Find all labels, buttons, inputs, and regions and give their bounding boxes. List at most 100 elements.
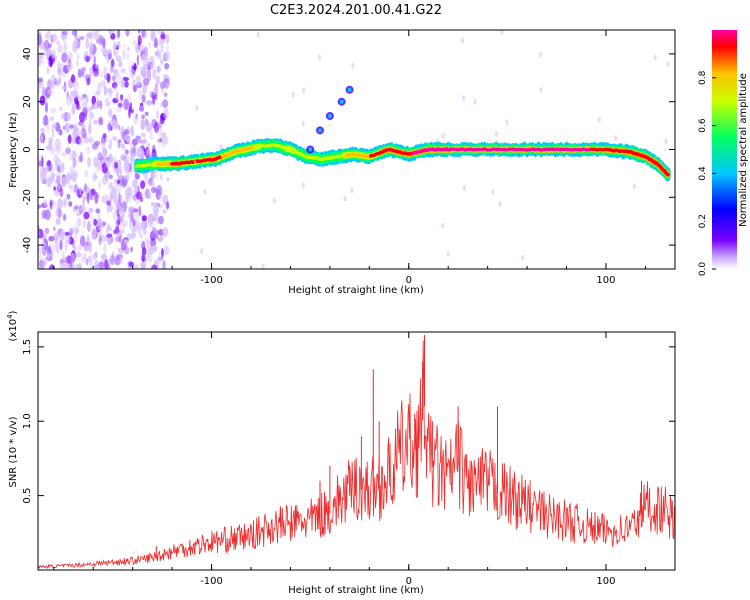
noise-blob [55, 218, 61, 226]
noise-blob [106, 171, 109, 181]
noise-blob [163, 245, 170, 256]
noise-blob [86, 77, 91, 86]
noise-blob [66, 61, 73, 72]
noise-blob [86, 195, 90, 201]
noise-blob [65, 236, 71, 245]
noise-blob [85, 95, 89, 104]
noise-blob [103, 242, 107, 255]
noise-blob [78, 243, 83, 250]
noise-blob [66, 193, 71, 200]
noise-blob [136, 146, 143, 158]
noise-blob [126, 52, 130, 60]
noise-blob [195, 105, 199, 112]
noise-blob [113, 68, 119, 78]
noise-blob [129, 141, 132, 150]
ridge-branch [328, 114, 332, 118]
noise-blob [38, 247, 43, 254]
noise-blob [90, 214, 95, 226]
ridge-point [505, 148, 510, 152]
noise-blob [43, 199, 48, 207]
noise-blob [54, 138, 61, 149]
noise-blob [151, 245, 158, 251]
ridge-point [455, 147, 459, 152]
noise-blob [53, 226, 56, 231]
noise-blob [83, 211, 90, 220]
noise-blob [256, 31, 260, 38]
snr-panel: -100 0 100 0.5 1.0 1.5 Height of straight li… [6, 310, 676, 596]
ridge-point [449, 147, 453, 151]
noise-blob [112, 75, 116, 82]
ridge-point [564, 147, 569, 152]
noise-blob [113, 41, 117, 50]
noise-blob [145, 100, 152, 106]
noise-blob [44, 256, 47, 266]
noise-blob [69, 184, 76, 193]
noise-blob [101, 253, 107, 261]
noise-blob [46, 66, 50, 75]
snr-background [38, 332, 675, 570]
noise-blob [146, 69, 152, 82]
noise-blob [39, 259, 45, 269]
noise-blob [162, 260, 166, 269]
noise-blob [42, 234, 47, 239]
noise-blob [50, 49, 56, 59]
ridge-point [542, 147, 546, 152]
noise-blob [124, 149, 129, 155]
noise-blob [133, 84, 137, 93]
noise-blob [137, 139, 142, 144]
noise-blob [89, 51, 93, 61]
noise-blob [68, 154, 74, 161]
noise-blob [47, 176, 52, 187]
noise-blob [51, 199, 56, 210]
noise-blob [120, 78, 125, 89]
noise-blob [132, 79, 136, 92]
noise-blob [39, 95, 46, 106]
ridge-point [525, 148, 529, 152]
noise-blob [100, 234, 107, 242]
noise-blob [136, 54, 140, 66]
ridge-point [446, 148, 450, 152]
noise-blob [144, 31, 148, 39]
noise-blob [126, 232, 132, 241]
noise-blob [130, 233, 136, 239]
noise-blob [159, 174, 163, 181]
noise-blob [141, 114, 146, 119]
noise-blob [59, 129, 63, 136]
noise-blob [41, 127, 45, 133]
noise-blob [126, 46, 130, 51]
noise-blob [49, 56, 53, 68]
noise-blob [96, 100, 100, 108]
noise-blob [129, 152, 135, 163]
ridge-point [480, 147, 484, 152]
noise-blob [38, 254, 43, 266]
ridge-point [601, 148, 605, 152]
noise-blob [66, 95, 72, 106]
ridge-point [522, 148, 526, 152]
noise-blob [118, 192, 121, 204]
bottom-y-ticks: 0.5 1.0 1.5 [22, 339, 675, 504]
noise-blob [44, 227, 50, 235]
noise-blob [156, 30, 162, 35]
noise-blob [302, 87, 306, 94]
noise-blob [156, 185, 163, 196]
noise-blob [155, 75, 161, 84]
noise-blob [60, 162, 65, 170]
y-tick-label: 1.0 [22, 413, 33, 429]
noise-blob [112, 136, 118, 141]
noise-blob [117, 125, 121, 130]
noise-blob [154, 91, 158, 101]
noise-blob [110, 237, 114, 243]
noise-blob [77, 53, 80, 60]
noise-blob [272, 197, 276, 204]
noise-blob [130, 125, 135, 137]
noise-blob [94, 191, 99, 204]
noise-blob [76, 105, 81, 111]
noise-blob [94, 140, 101, 146]
noise-blob [111, 157, 117, 164]
noise-blob [140, 66, 148, 78]
noise-blob [114, 162, 118, 169]
noise-blob [102, 257, 105, 264]
colorbar: 0.0 0.2 0.4 0.6 0.8 Normalized spectral ampl… [698, 30, 749, 276]
noise-blob [105, 158, 112, 168]
noise-blob [350, 187, 354, 194]
